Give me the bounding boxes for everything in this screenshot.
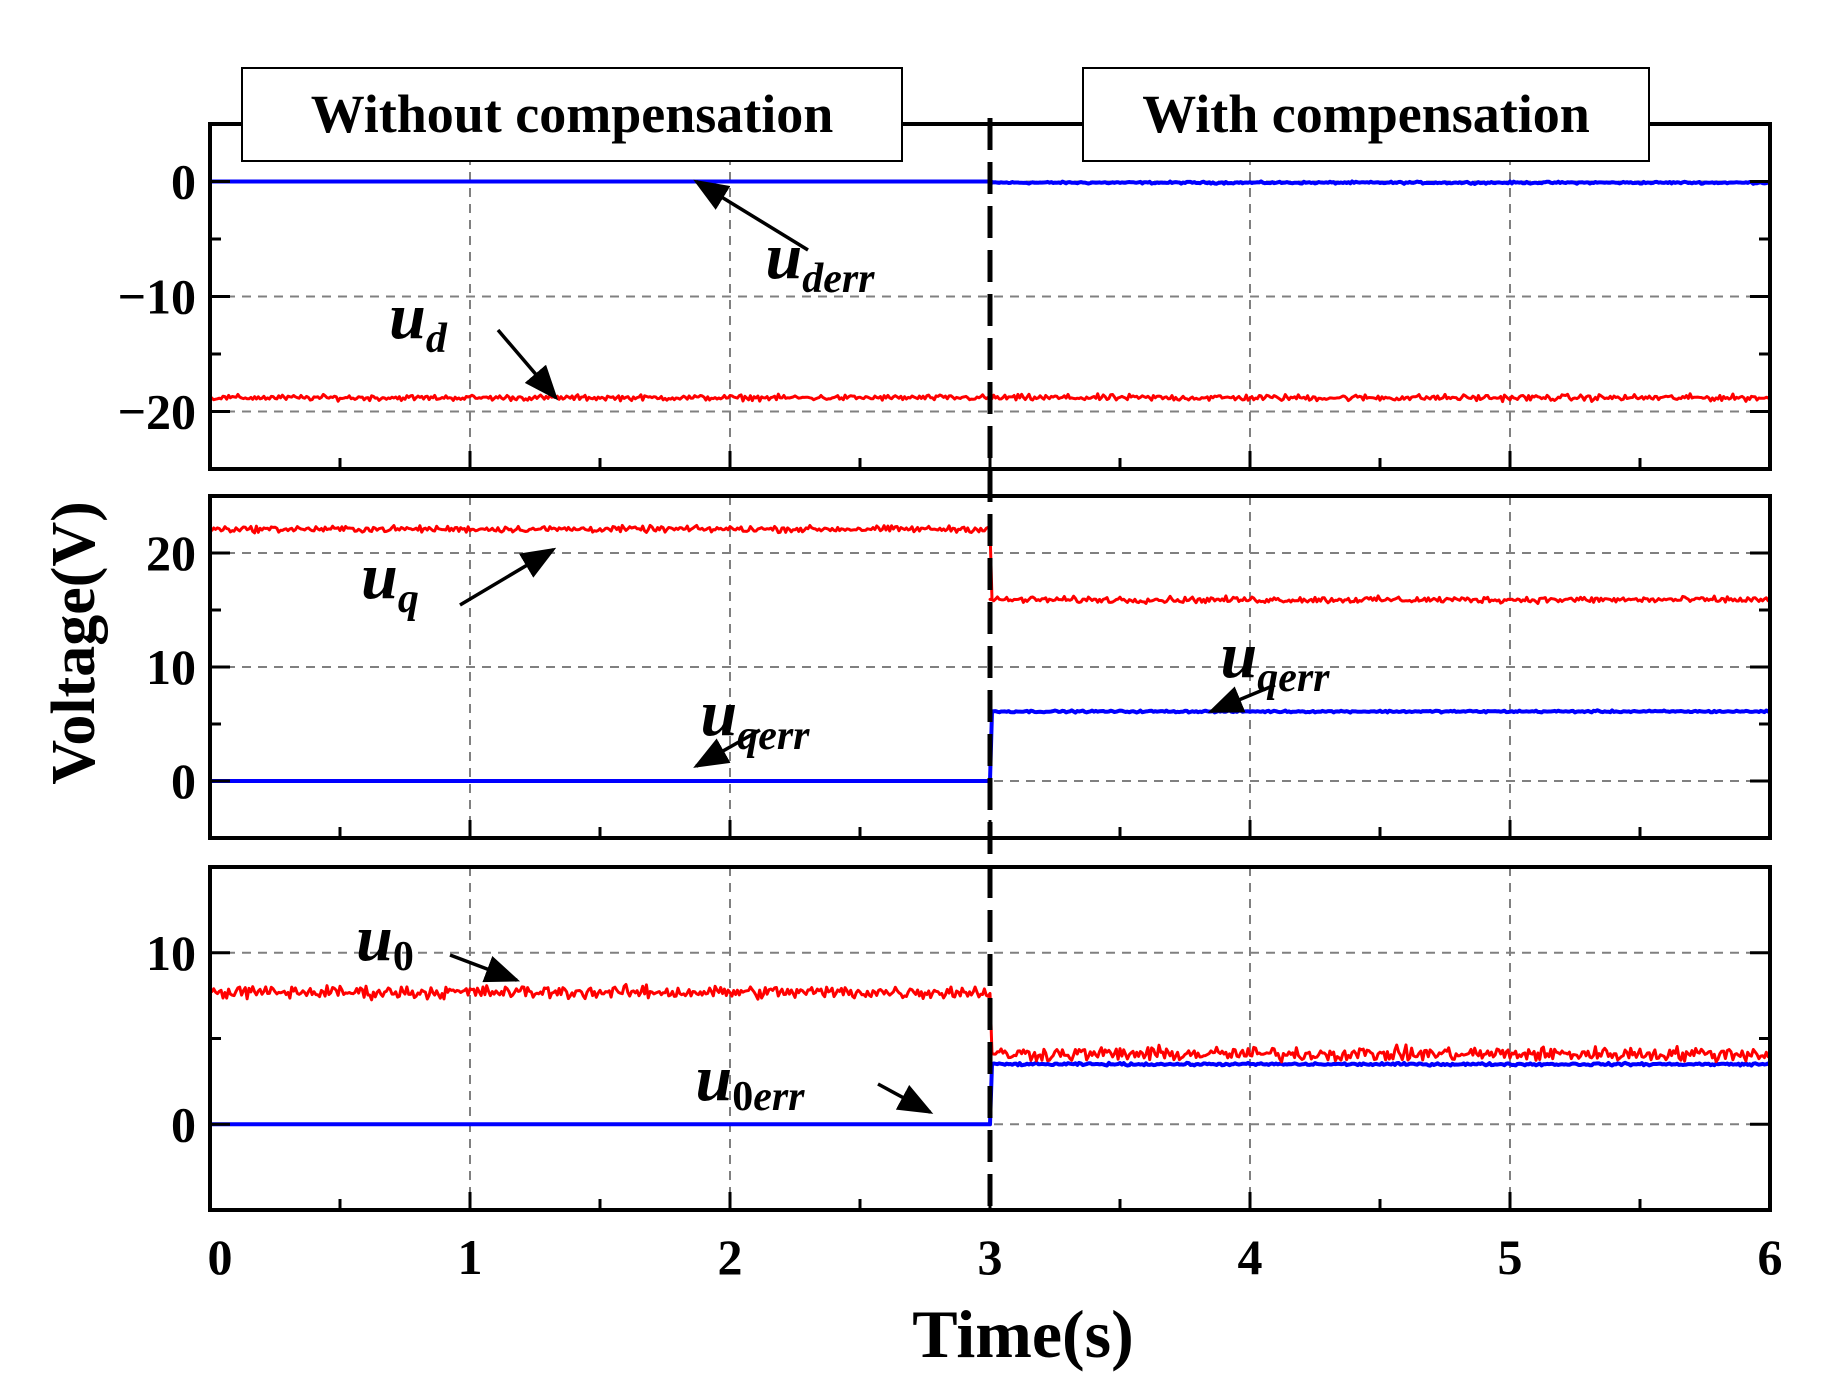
annotation-main: u: [765, 220, 802, 293]
series-layer: [208, 179, 1772, 1127]
annotation-label: uqerr: [1220, 619, 1330, 701]
x-axis-title: Time(s): [912, 1296, 1134, 1372]
annotation-arrow: [693, 179, 809, 252]
annotation-arrow: [877, 1082, 934, 1114]
annotation-sub-rest: err: [753, 1074, 805, 1120]
annotation-label: u0: [356, 902, 414, 980]
series-u-q: [210, 523, 1771, 605]
x-tick-label: 1: [458, 1229, 483, 1285]
x-tick-label: 5: [1498, 1229, 1523, 1285]
region-label-left-text: Without compensation: [311, 84, 834, 144]
annotation-arrow: [693, 728, 761, 768]
annotation-main: u: [361, 540, 398, 613]
annotation-arrow: [496, 328, 559, 401]
annotation-sub: q: [398, 576, 419, 622]
x-tick-label: 3: [978, 1229, 1003, 1285]
annotation-label: uq: [361, 540, 419, 622]
region-label-right-text: With compensation: [1142, 84, 1590, 144]
annotation-sub: qerr: [1257, 655, 1330, 701]
y-tick-label: 0: [171, 1096, 196, 1152]
annotation-label: uqerr: [700, 677, 810, 759]
region-box-right: [1082, 67, 1650, 162]
annotation-sub: d: [426, 316, 448, 362]
series-u-derr: [210, 179, 1771, 186]
annotation-arrow: [1207, 683, 1276, 714]
tick-layer: [210, 180, 1770, 1210]
annotation-sub: qerr: [737, 713, 810, 759]
series-u-qerr: [210, 708, 1771, 783]
x-tick-labels: 0 1 2 3 4 5 6: [208, 1229, 1783, 1285]
region-box-left: [241, 67, 903, 162]
region-label-right: With compensation: [1082, 67, 1650, 162]
annotation-main: u: [356, 902, 393, 975]
annotation-sub: 0: [393, 934, 414, 980]
y-tick-labels: 0 −10 −20 20 10 0 10 0: [118, 154, 197, 1153]
annotation-sub: 0: [732, 1074, 753, 1120]
y-tick-label: 0: [171, 154, 196, 210]
annotation-label: u0err: [695, 1042, 805, 1120]
y-tick-label: 10: [146, 925, 196, 981]
annotation-label: ud: [389, 280, 448, 362]
annotation-main: u: [695, 1042, 732, 1115]
annotation-arrow: [449, 953, 521, 983]
y-tick-label: 20: [146, 525, 196, 581]
y-tick-label: −20: [118, 384, 197, 440]
y-axis-title: Voltage(V): [40, 501, 108, 785]
annotation-sub: derr: [802, 256, 875, 302]
series-u-0err: [210, 1060, 1772, 1127]
y-tick-label: 10: [146, 639, 196, 695]
x-tick-label: 4: [1238, 1229, 1263, 1285]
region-label-left: Without compensation: [241, 67, 903, 162]
y-tick-label: 0: [171, 753, 196, 809]
annotation-main: u: [1220, 619, 1257, 692]
annotation-main: u: [700, 677, 737, 750]
annotation-arrow: [459, 547, 557, 607]
x-tick-label: 6: [1758, 1229, 1783, 1285]
x-tick-label: 2: [718, 1229, 743, 1285]
annotation-label: uderr: [765, 220, 875, 302]
annotation-main: u: [389, 280, 426, 353]
x-tick-label: 0: [208, 1229, 233, 1285]
y-tick-label: −10: [118, 269, 197, 325]
